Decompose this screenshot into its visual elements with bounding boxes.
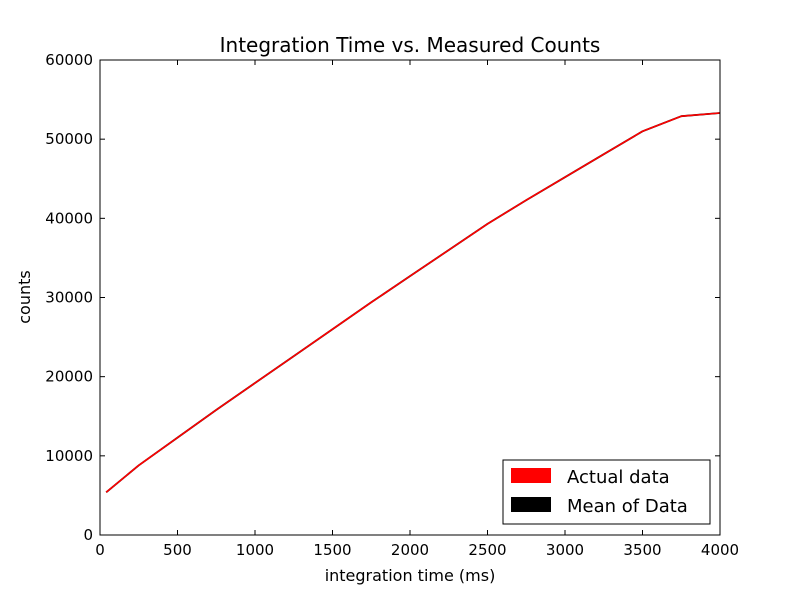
x-tick-label: 2500 bbox=[468, 541, 506, 559]
legend-label-mean-of-data: Mean of Data bbox=[567, 496, 688, 517]
legend: Actual data Mean of Data bbox=[502, 459, 711, 525]
series-line-actual-data bbox=[105, 112, 721, 493]
y-tick-label: 20000 bbox=[45, 368, 93, 386]
legend-swatch-actual-data bbox=[511, 468, 551, 483]
y-tick-label: 60000 bbox=[45, 51, 93, 69]
y-tick-label: 30000 bbox=[45, 289, 93, 307]
chart-title: Integration Time vs. Measured Counts bbox=[220, 33, 601, 57]
y-tick-label: 40000 bbox=[45, 209, 93, 227]
x-axis-label: integration time (ms) bbox=[325, 566, 496, 585]
x-tick-label: 1000 bbox=[236, 541, 274, 559]
legend-label-actual-data: Actual data bbox=[567, 467, 670, 488]
x-tick-label: 3000 bbox=[546, 541, 584, 559]
y-axis-label: counts bbox=[15, 270, 34, 323]
x-tick-label: 1500 bbox=[313, 541, 351, 559]
plot-area: 0 500 1000 1500 2000 2500 3000 3500 400001000020… bbox=[45, 51, 739, 559]
y-tick-label: 10000 bbox=[45, 447, 93, 465]
x-tick-label: 4000 bbox=[701, 541, 739, 559]
y-tick-label: 0 bbox=[83, 526, 93, 544]
x-tick-label: 0 bbox=[95, 541, 105, 559]
x-tick-label: 500 bbox=[163, 541, 192, 559]
x-tick-label: 2000 bbox=[391, 541, 429, 559]
x-tick-label: 3500 bbox=[623, 541, 661, 559]
legend-swatch-mean-of-data bbox=[511, 497, 551, 512]
y-tick-label: 50000 bbox=[45, 130, 93, 148]
